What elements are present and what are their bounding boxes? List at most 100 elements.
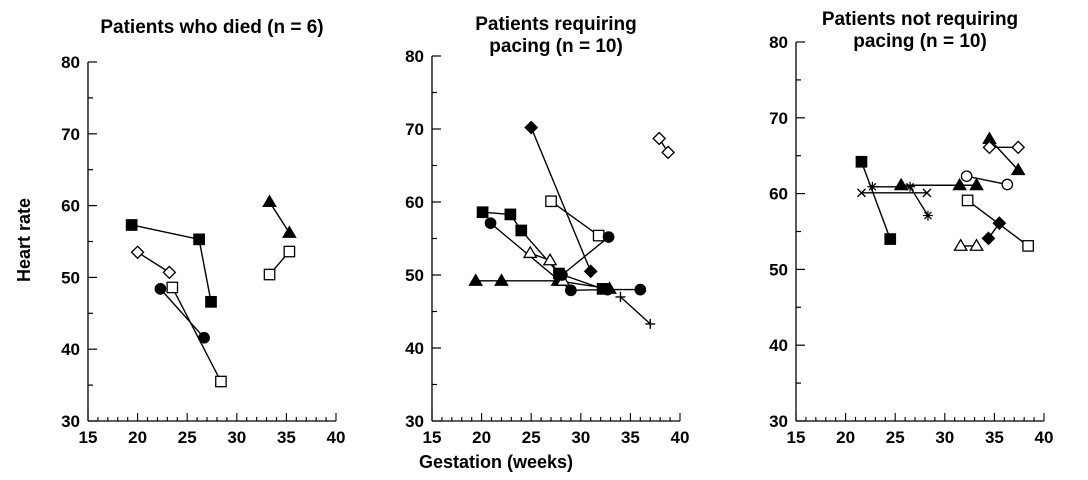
marker-triangle-open bbox=[969, 238, 984, 251]
marker-square-filled bbox=[855, 155, 868, 168]
marker-x bbox=[856, 188, 866, 198]
x-tick-label: 30 bbox=[227, 428, 246, 447]
marker-diamond-filled bbox=[981, 231, 996, 246]
marker-diamond-open bbox=[162, 265, 177, 280]
series bbox=[982, 140, 1026, 155]
series bbox=[981, 216, 1007, 246]
series-line bbox=[530, 127, 592, 272]
marker-diamond-open bbox=[1011, 140, 1026, 155]
marker-triangle-filled bbox=[969, 177, 984, 191]
marker-triangle-filled bbox=[1010, 162, 1026, 176]
series bbox=[953, 238, 984, 251]
x-tick-label: 25 bbox=[886, 428, 905, 447]
y-tick-label: 80 bbox=[61, 53, 80, 72]
marker-diamond-filled bbox=[992, 216, 1007, 231]
y-tick-label: 30 bbox=[769, 412, 788, 431]
marker-triangle-filled bbox=[952, 177, 968, 191]
series-line bbox=[268, 201, 290, 234]
y-axis-label: Heart rate bbox=[14, 198, 34, 282]
marker-diamond-open bbox=[982, 140, 997, 155]
marker-square-filled bbox=[884, 233, 897, 245]
y-tick-label: 50 bbox=[61, 268, 80, 287]
x-tick-label: 25 bbox=[178, 428, 197, 447]
y-tick-label: 70 bbox=[769, 109, 788, 128]
marker-diamond-open bbox=[661, 145, 676, 160]
x-tick-label: 40 bbox=[327, 428, 346, 447]
series-line bbox=[620, 296, 651, 325]
x-tick-label: 15 bbox=[79, 428, 98, 447]
chart-panel-1: Patients who died (n = 6) 30 40 50 60 70 80 15 2… bbox=[61, 17, 345, 447]
y-tick-label: 80 bbox=[769, 33, 788, 52]
marker-triangle-open bbox=[522, 245, 538, 259]
series bbox=[263, 245, 296, 281]
marker-square-open bbox=[592, 229, 605, 242]
marker-triangle-filled bbox=[282, 225, 297, 238]
series-line bbox=[561, 236, 610, 276]
x-axis-label: Gestation (weeks) bbox=[419, 452, 573, 472]
x-tick-label: 40 bbox=[1035, 428, 1054, 447]
marker-circle-open bbox=[1001, 178, 1014, 191]
x-tick-label: 20 bbox=[836, 428, 855, 447]
series-line bbox=[137, 251, 170, 273]
marker-circle-filled bbox=[154, 283, 167, 295]
series-line bbox=[872, 186, 929, 216]
chart-title: pacing (n = 10) bbox=[489, 36, 623, 57]
x-tick-label: 30 bbox=[935, 428, 954, 447]
series-line bbox=[159, 288, 205, 339]
marker-plus bbox=[645, 318, 656, 329]
marker-square-open bbox=[166, 281, 179, 294]
x-tick-label: 35 bbox=[621, 428, 640, 447]
y-tick-label: 30 bbox=[61, 412, 80, 431]
marker-square-filled bbox=[193, 233, 205, 246]
x-tick-label: 30 bbox=[571, 428, 590, 447]
y-tick-label: 60 bbox=[769, 185, 788, 204]
series-line bbox=[550, 200, 600, 237]
marker-asterisk bbox=[905, 181, 916, 192]
marker-square-filled bbox=[515, 224, 528, 237]
series bbox=[130, 245, 177, 280]
series bbox=[556, 231, 615, 281]
marker-circle-filled bbox=[484, 217, 497, 230]
series-line bbox=[988, 138, 1019, 171]
marker-triangle-open bbox=[542, 252, 558, 266]
series bbox=[652, 131, 676, 160]
chart-title: Patients not requiring bbox=[822, 9, 1018, 30]
series bbox=[856, 188, 932, 198]
series bbox=[615, 291, 656, 329]
series bbox=[867, 181, 933, 221]
chart-title: Patients requiring bbox=[475, 14, 637, 35]
marker-diamond-open bbox=[652, 131, 667, 146]
y-tick-label: 40 bbox=[769, 336, 788, 355]
series bbox=[982, 131, 1026, 176]
marker-square-filled bbox=[205, 295, 217, 308]
y-tick-label: 50 bbox=[769, 260, 788, 279]
series bbox=[468, 273, 617, 294]
chart-title: Patients who died (n = 6) bbox=[100, 17, 323, 38]
marker-triangle-filled bbox=[494, 273, 509, 286]
marker-x bbox=[922, 188, 932, 198]
series bbox=[524, 120, 598, 279]
series bbox=[166, 281, 227, 388]
x-tick-label: 20 bbox=[472, 428, 491, 447]
series-line bbox=[171, 287, 222, 382]
x-tick-label: 40 bbox=[671, 428, 690, 447]
marker-square-filled bbox=[125, 219, 138, 231]
x-tick-label: 15 bbox=[787, 428, 806, 447]
series-line bbox=[860, 161, 891, 240]
y-tick-label: 50 bbox=[405, 266, 424, 285]
series bbox=[125, 219, 217, 308]
marker-circle-open bbox=[960, 170, 973, 183]
y-tick-label: 70 bbox=[405, 120, 424, 139]
series bbox=[262, 194, 297, 238]
marker-circle-filled bbox=[565, 284, 577, 297]
series bbox=[893, 177, 984, 191]
series bbox=[154, 283, 210, 344]
marker-square-filled bbox=[504, 208, 517, 221]
marker-circle-filled bbox=[556, 269, 568, 281]
marker-triangle-filled bbox=[262, 194, 277, 208]
y-tick-label: 40 bbox=[61, 340, 80, 359]
marker-circle-filled bbox=[634, 283, 647, 296]
